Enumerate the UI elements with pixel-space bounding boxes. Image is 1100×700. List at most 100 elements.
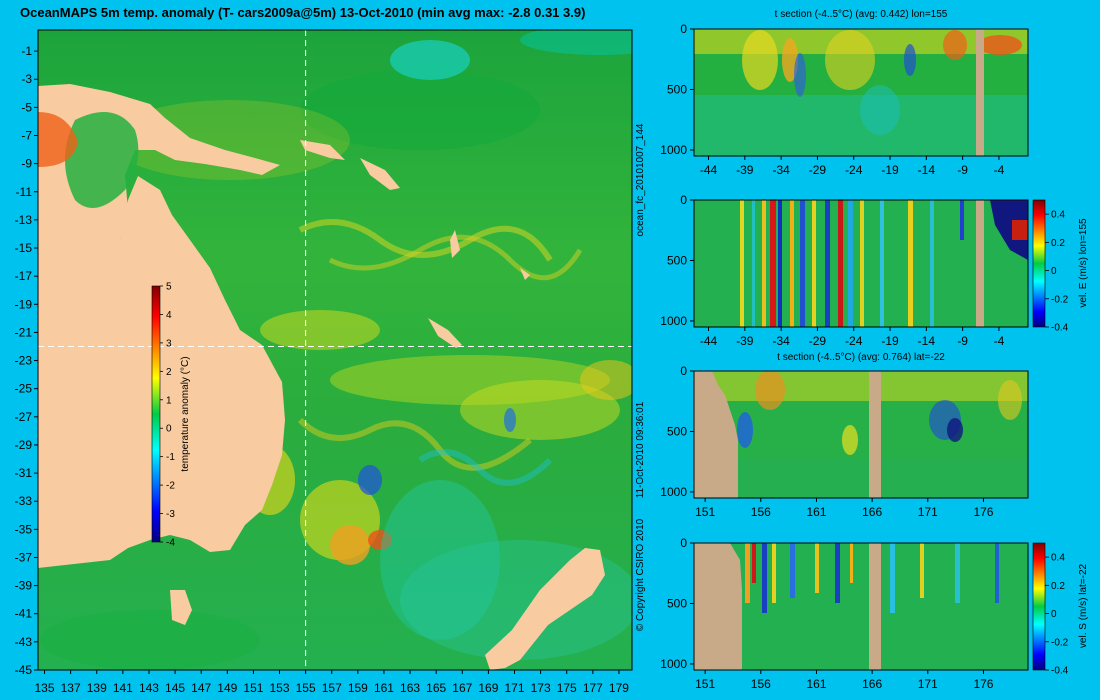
section-x-tick-label: -34	[772, 334, 790, 348]
land-vanuatu	[450, 230, 460, 258]
map-x-tick-label: 141	[113, 681, 133, 695]
map-x-tick-label: 155	[296, 681, 316, 695]
map-y-tick-label: -27	[15, 410, 33, 424]
map-x-tick-label: 137	[61, 681, 81, 695]
section-y-tick-label: 500	[667, 596, 687, 610]
map-x-tick-label: 159	[348, 681, 368, 695]
map-x-tick-label: 167	[452, 681, 472, 695]
section-x-tick-label: -39	[736, 334, 754, 348]
section-x-tick-label: 166	[862, 677, 882, 691]
section-1-x-ticks: -44 -39 -34 -29 -24 -19 -14 -9 -4	[700, 156, 1005, 177]
map-x-tick-label: 153	[270, 681, 290, 695]
section-x-tick-label: -9	[957, 163, 968, 177]
section-y-tick-label: 500	[667, 424, 687, 438]
map-y-tick-label: -29	[15, 438, 33, 452]
map-colorbar-tick-label: 3	[166, 338, 172, 349]
map-x-tick-label: 149	[217, 681, 237, 695]
section-colorbar-tick-label: -0.4	[1051, 323, 1069, 334]
section-colorbar-tick-label: 0.4	[1051, 210, 1065, 221]
land-new-caledonia	[428, 318, 462, 348]
map-colorbar-tick-label: -4	[166, 538, 175, 549]
map-y-tick-label: -45	[15, 663, 33, 677]
land-solomons	[360, 158, 400, 190]
map-y-tick-label: -33	[15, 494, 33, 508]
land-fiji	[520, 268, 530, 280]
map-x-tick-label: 163	[400, 681, 420, 695]
section-x-tick-label: -29	[809, 163, 827, 177]
section-y-tick-label: 500	[667, 82, 687, 96]
section-4-colorbar-ticks: 0.4 0.2 0 -0.2 -0.4	[1045, 553, 1069, 677]
section-x-tick-label: 151	[695, 505, 715, 519]
map-x-tick-label: 139	[87, 681, 107, 695]
side-run-label: ocean_fc_20101007_144	[635, 123, 646, 236]
section-x-tick-label: 176	[973, 505, 993, 519]
map-x-tick-label: 179	[609, 681, 629, 695]
map-colorbar-tick-label: -2	[166, 481, 175, 492]
map-colorbar-tick-label: 0	[166, 424, 172, 435]
section-4-colorbar-label: vel. S (m/s) lat=-22	[1078, 563, 1089, 648]
section-x-tick-label: -34	[772, 163, 790, 177]
section-4-colorbar	[1032, 542, 1046, 671]
map-x-tick-label: 161	[374, 681, 394, 695]
map-y-tick-label: -13	[15, 213, 33, 227]
map-colorbar: 5 4 3 2 1 0 -1 -2 -3 -4 temperature anomaly (°C)	[151, 282, 191, 549]
section-3-x-ticks: 151 156 161 166 171 176	[695, 498, 994, 519]
map-y-tick-label: -5	[21, 100, 32, 114]
map-colorbar-tick-label: -3	[166, 509, 175, 520]
land-australia	[38, 176, 285, 568]
map-y-ticks: -1 -3 -5 -7 -9 -11 -13 -15 -17 -19 -21 -23 -25 -27 -29…	[15, 44, 38, 677]
section-y-tick-label: 1000	[660, 485, 687, 499]
section-x-tick-label: 166	[862, 505, 882, 519]
section-x-tick-label: -44	[700, 163, 718, 177]
side-date-label: 11-Oct-2010 09:36:01	[635, 401, 646, 498]
map-colorbar-tick-label: 1	[166, 395, 172, 406]
map-y-tick-label: -43	[15, 635, 33, 649]
map-colorbar-bar	[151, 285, 161, 543]
section-2-gap	[976, 200, 984, 327]
section-y-tick-label: 500	[667, 253, 687, 267]
section-x-tick-label: 161	[806, 677, 826, 691]
section-x-tick-label: -44	[700, 334, 718, 348]
map-y-tick-label: -15	[15, 241, 33, 255]
gulf-carpentaria	[65, 112, 139, 208]
section-3-panel: t section (-4..5°C) (avg: 0.764) lat=-22…	[660, 352, 1029, 519]
section-x-tick-label: -24	[845, 334, 863, 348]
section-x-tick-label: 176	[973, 677, 993, 691]
map-y-tick-label: -17	[15, 269, 33, 283]
section-x-tick-label: 171	[918, 505, 938, 519]
section-4-field	[694, 543, 1028, 670]
section-3-y-ticks: 0 500 1000	[660, 364, 694, 499]
section-x-tick-label: -4	[994, 334, 1005, 348]
section-y-tick-label: 1000	[660, 657, 687, 671]
section-x-tick-label: -4	[994, 163, 1005, 177]
section-colorbar-tick-label: 0.2	[1051, 581, 1065, 592]
map-x-tick-label: 151	[243, 681, 263, 695]
land-tasmania	[170, 590, 192, 625]
section-colorbar-tick-label: 0.2	[1051, 238, 1065, 249]
section-x-tick-label: 171	[918, 677, 938, 691]
section-x-tick-label: 161	[806, 505, 826, 519]
map-x-tick-label: 165	[426, 681, 446, 695]
map-colorbar-ticks: 5 4 3 2 1 0 -1 -2 -3 -4	[160, 282, 175, 549]
section-2-colorbar-label: vel. E (m/s) lon=155	[1078, 218, 1089, 308]
map-colorbar-tick-label: 2	[166, 367, 172, 378]
section-x-tick-label: -9	[957, 334, 968, 348]
map-y-tick-label: -25	[15, 382, 33, 396]
section-colorbar-tick-label: 0	[1051, 266, 1057, 277]
chart-title: OceanMAPS 5m temp. anomaly (T- cars2009a…	[20, 5, 585, 20]
map-colorbar-tick-label: -1	[166, 452, 175, 463]
map-panel: 135 137 139 141 143 145 147 149 151 153 155 157 159 1…	[15, 29, 633, 695]
section-4-land	[694, 543, 742, 670]
section-3-texture	[694, 371, 1028, 498]
section-colorbar-tick-label: 0	[1051, 609, 1057, 620]
map-x-tick-label: 173	[531, 681, 551, 695]
map-frame	[37, 29, 633, 671]
map-y-tick-label: -19	[15, 297, 33, 311]
map-y-tick-label: -39	[15, 579, 33, 593]
section-3-gap	[869, 371, 881, 498]
map-y-tick-label: -9	[21, 157, 32, 171]
section-x-tick-label: 156	[751, 677, 771, 691]
gulf-warm-patch	[38, 112, 78, 167]
map-y-tick-label: -1	[21, 44, 32, 58]
